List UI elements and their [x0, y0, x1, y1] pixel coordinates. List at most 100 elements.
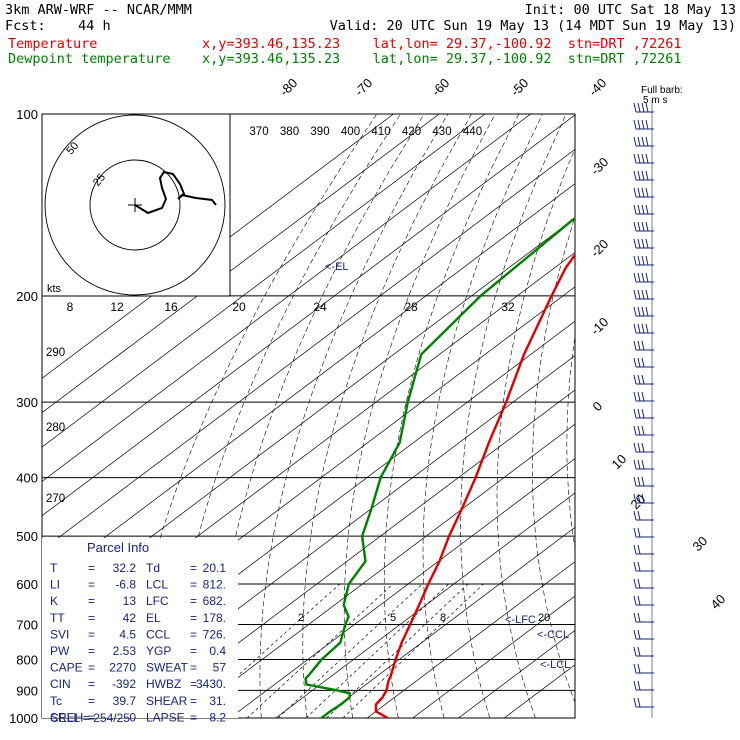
parcel-param-name: SVI — [50, 627, 69, 641]
wind-barb-feather — [637, 646, 641, 657]
wind-barb-feather — [641, 136, 645, 147]
wind-barb — [633, 255, 654, 266]
wind-barb-feather — [645, 170, 649, 181]
wind-barb-feather — [641, 238, 645, 249]
isotherm-line — [321, 526, 575, 718]
wind-barb-feather — [637, 374, 641, 385]
wind-barb-feather — [633, 425, 637, 436]
wind-barb-feather — [641, 442, 645, 453]
parcel-info-panel: Parcel Info T = 32.2 Td = 20.1 LI = -6.8 LCL = 812.… — [42, 538, 238, 725]
theta-e-label: 410 — [371, 126, 390, 138]
isotherm-line — [366, 561, 575, 718]
parcel-param-name: CAPE — [50, 661, 83, 675]
wind-barb-feather — [637, 221, 641, 232]
wind-barb-feather — [633, 170, 637, 181]
wind-barb — [633, 510, 654, 521]
wind-barb-feather — [637, 102, 641, 113]
wind-barb-feather — [637, 595, 641, 606]
hodograph: 25 50 kts — [41, 113, 231, 297]
isotherm-line — [42, 114, 575, 517]
dry-adiabat-line — [665, 114, 740, 718]
temperature-axis-label: 10 — [609, 451, 630, 472]
dry-adiabat-line — [302, 114, 472, 718]
wind-barb-feather — [637, 578, 641, 589]
parcel-param-eq: = — [190, 677, 197, 691]
wind-barb — [633, 442, 654, 453]
wind-barb-feather — [633, 680, 637, 691]
wind-barb-feather — [637, 459, 641, 470]
wind-barb — [633, 119, 654, 130]
wind-barb-feather — [645, 119, 649, 130]
wind-barb-feather — [633, 527, 637, 538]
parcel-param-value: 0 — [129, 710, 136, 724]
wind-barb — [633, 578, 654, 589]
parcel-param-eq: = — [88, 561, 95, 575]
wind-barb-feather — [637, 663, 641, 674]
hodograph-speed-tick: 32 — [501, 300, 515, 314]
wind-barb-feather — [633, 221, 637, 232]
wind-barb-feather — [637, 255, 641, 266]
wind-barb-feather — [637, 153, 641, 164]
wind-barb-feather — [637, 476, 641, 487]
temperature-axis-label: -60 — [429, 75, 453, 99]
parcel-param-name: YGP — [146, 644, 171, 658]
mixing-ratio-label: 20 — [538, 612, 550, 624]
pressure-label: 400 — [16, 471, 38, 486]
wind-barb-feather — [633, 442, 637, 453]
parcel-param-value: 8.2 — [209, 710, 226, 724]
wind-barb-feather — [637, 170, 641, 181]
wind-barb-feather — [641, 170, 645, 181]
theta-e-label: 370 — [249, 126, 268, 138]
theta-e-label: 440 — [463, 126, 482, 138]
temperature-axis-label: 30 — [690, 533, 711, 554]
dry-adiabat-line — [696, 114, 740, 718]
wind-barb-feather — [633, 578, 637, 589]
hodograph-speed-tick: 24 — [313, 300, 327, 314]
temperature-axis-label: -70 — [352, 75, 376, 99]
wind-barb — [633, 289, 654, 300]
wind-barb — [633, 595, 654, 606]
parcel-param-eq: = — [190, 644, 197, 658]
dry-adiabat-line — [532, 215, 575, 704]
isotherm-line — [184, 423, 575, 718]
pressure-label: 200 — [16, 289, 38, 304]
wind-barb-feather — [633, 238, 637, 249]
wind-barb-feather — [637, 340, 641, 351]
parcel-param-eq: = — [190, 710, 197, 724]
parcel-param-name: Tc — [50, 694, 62, 708]
wind-barb-feather — [633, 289, 637, 300]
hodograph-speed-tick: 28 — [404, 300, 418, 314]
wind-barb-feather — [645, 204, 649, 215]
parcel-param-name: LAPSE — [146, 710, 185, 724]
wind-barb-feather — [637, 425, 641, 436]
parcel-param-name: PW — [50, 644, 70, 658]
wind-barb — [633, 187, 654, 198]
wind-barb-feather — [641, 119, 645, 130]
temperature-axis-label: -20 — [588, 236, 612, 260]
mixing-ratio-label: 8 — [440, 612, 446, 624]
parcel-param-name: HWBZ — [146, 677, 181, 691]
wind-barb — [633, 544, 654, 555]
isotherm-line — [42, 114, 394, 379]
wind-barb — [633, 612, 654, 623]
parcel-param-eq: = — [88, 594, 95, 608]
theta-e-label: 380 — [280, 126, 299, 138]
wind-barb-feather — [633, 306, 637, 317]
wind-barb-feather — [633, 459, 637, 470]
parcel-param-value: 0.4 — [209, 644, 226, 658]
parcel-cell-motion: CELL = 254/25 — [50, 711, 130, 725]
mixing-ratio-label: 2 — [298, 612, 304, 624]
parcel-param-value: 178. — [203, 611, 226, 625]
parcel-param-eq: = — [190, 594, 197, 608]
dewpoint-station-info: x,y=393.46,135.23 lat,lon= 29.37,-100.92… — [202, 51, 682, 67]
parcel-param-value: 20.1 — [203, 561, 227, 575]
wind-barb-feather — [637, 391, 641, 402]
wind-barb-feather — [641, 255, 645, 266]
wind-barb-feather — [637, 527, 641, 538]
wind-barb — [633, 680, 654, 691]
wind-barb-feather — [633, 476, 637, 487]
wind-barb-feather — [633, 493, 637, 504]
parcel-param-eq: = — [88, 661, 95, 675]
wind-barb-feather — [641, 187, 645, 198]
dry-adiabat-line — [633, 114, 718, 718]
